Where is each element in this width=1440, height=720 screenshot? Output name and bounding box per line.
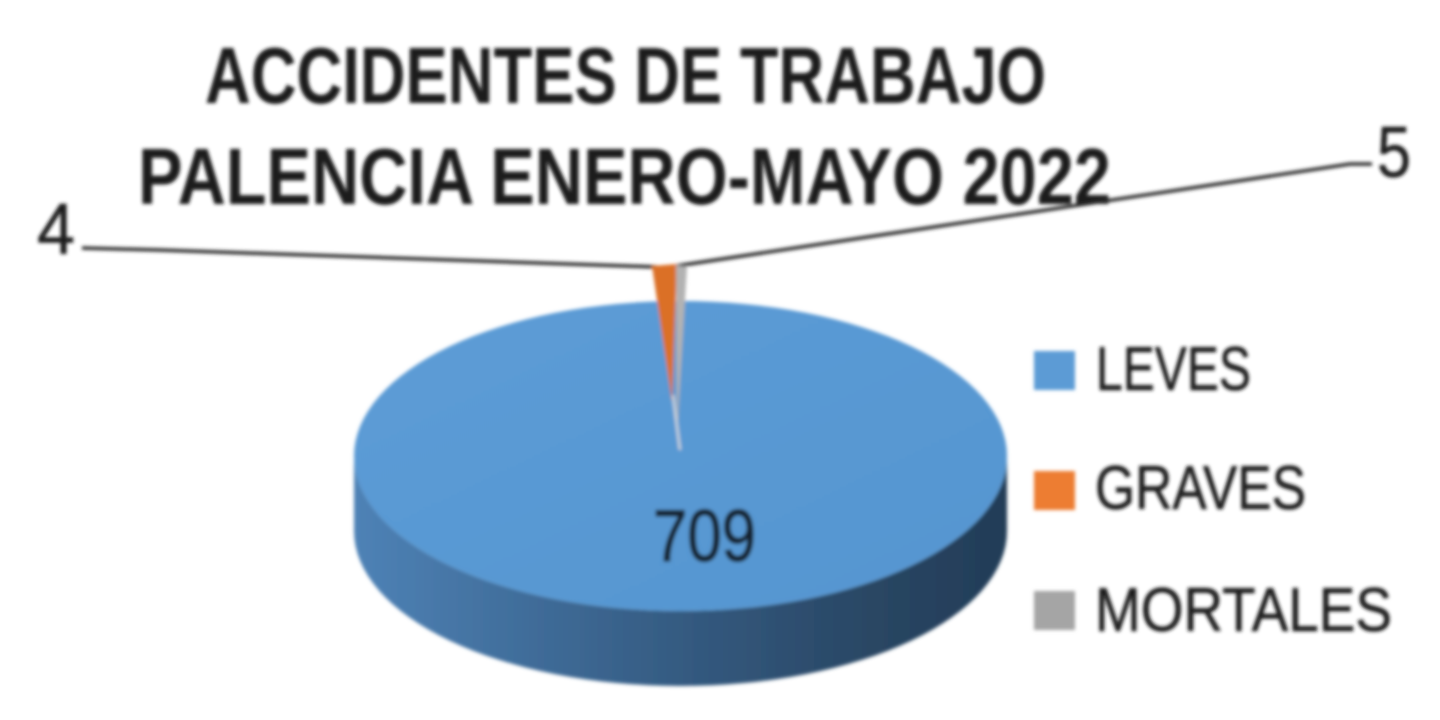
svg-text:MORTALES: MORTALES xyxy=(1095,576,1392,645)
svg-text:GRAVES: GRAVES xyxy=(1095,454,1306,523)
svg-text:PALENCIA ENERO-MAYO 2022: PALENCIA ENERO-MAYO 2022 xyxy=(138,132,1111,221)
svg-text:5: 5 xyxy=(1377,113,1411,193)
svg-text:4: 4 xyxy=(37,190,75,270)
svg-text:LEVES: LEVES xyxy=(1096,335,1251,404)
svg-text:ACCIDENTES DE TRABAJO: ACCIDENTES DE TRABAJO xyxy=(205,31,1046,120)
svg-text:709: 709 xyxy=(653,496,756,577)
